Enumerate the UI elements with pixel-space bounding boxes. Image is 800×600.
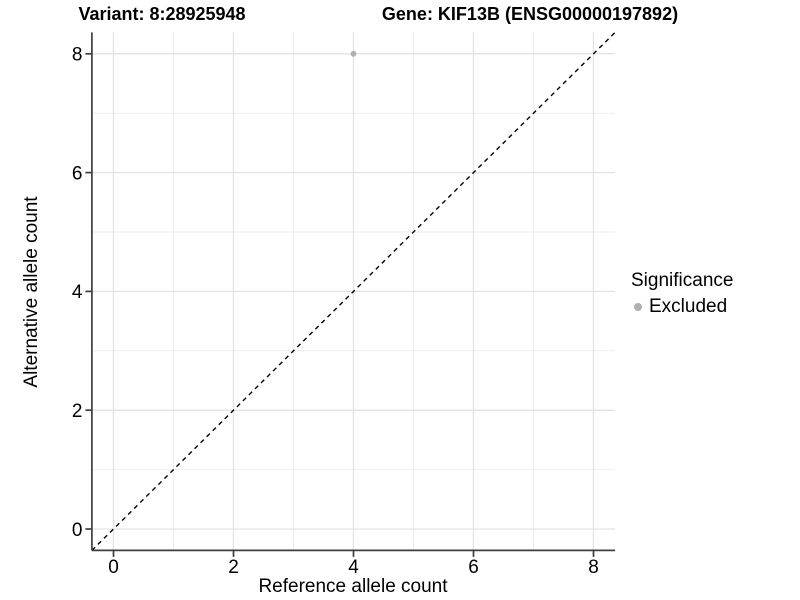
plot-title-gene: Gene: KIF13B (ENSG00000197892) xyxy=(381,4,679,24)
data-point xyxy=(350,50,357,57)
y-tick-label: 2 xyxy=(72,401,83,422)
y-tick-label: 4 xyxy=(72,282,83,303)
x-tick-label: 8 xyxy=(588,557,599,578)
identity-line xyxy=(91,31,616,551)
legend-item-label: Excluded xyxy=(649,296,728,317)
legend: Significance Excluded xyxy=(631,269,733,318)
legend-title: Significance xyxy=(631,270,734,291)
x-tick-label: 2 xyxy=(228,557,239,578)
y-axis-title: Alternative allele count xyxy=(21,196,42,388)
excluded-point-icon xyxy=(634,303,642,311)
x-tick-label: 4 xyxy=(348,557,359,578)
legend-item-excluded: Excluded xyxy=(634,296,733,318)
plot-title-variant: Variant: 8:28925948 xyxy=(78,4,246,24)
y-tick-label: 8 xyxy=(72,45,83,66)
x-tick-label: 0 xyxy=(108,557,119,578)
x-tick-label: 6 xyxy=(468,557,479,578)
y-tick-label: 6 xyxy=(72,163,83,184)
x-axis-title: Reference allele count xyxy=(258,576,448,597)
y-tick-label: 0 xyxy=(72,520,83,541)
